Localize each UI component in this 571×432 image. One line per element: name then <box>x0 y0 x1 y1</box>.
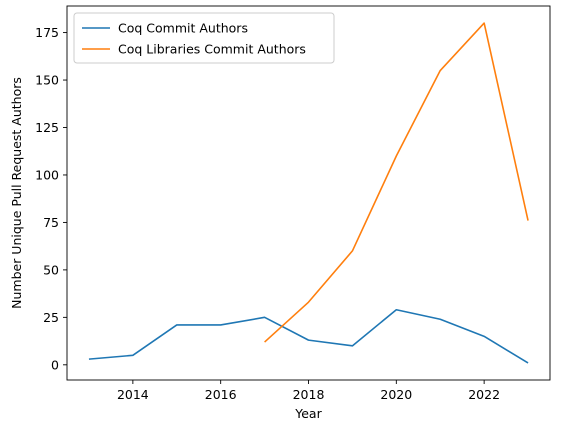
legend: Coq Commit Authors Coq Libraries Commit … <box>73 12 335 64</box>
series-line-1 <box>264 22 529 343</box>
y-tick-label: 0 <box>51 357 59 372</box>
y-tick-label: 75 <box>43 215 59 230</box>
plot-frame <box>66 5 551 381</box>
y-tick-label: 50 <box>43 262 59 277</box>
x-tick-label: 2018 <box>293 387 325 402</box>
x-axis-label: Year <box>294 406 322 421</box>
x-tick-label: 2016 <box>205 387 237 402</box>
y-axis-ticks: 0 25 50 75 100 125 150 175 <box>35 25 67 372</box>
y-tick-label: 175 <box>35 25 59 40</box>
plot-area <box>67 6 550 380</box>
plot-background <box>67 6 550 380</box>
x-axis-ticks: 2014 2016 2018 2020 2022 <box>117 380 500 402</box>
x-tick-label: 2022 <box>468 387 500 402</box>
y-tick-label: 100 <box>35 167 59 182</box>
legend-label-coq: Coq Commit Authors <box>118 21 248 36</box>
series-line-0 <box>88 308 529 364</box>
y-tick-label: 150 <box>35 73 59 88</box>
series-lines <box>88 22 529 364</box>
x-tick-label: 2014 <box>117 387 149 402</box>
legend-frame <box>73 12 335 64</box>
y-tick-label: 125 <box>35 120 59 135</box>
x-tick-label: 2020 <box>380 387 412 402</box>
legend-label-coq-libraries: Coq Libraries Commit Authors <box>118 42 306 57</box>
y-axis-label: Number Unique Pull Request Authors <box>9 77 24 309</box>
y-tick-label: 25 <box>43 310 59 325</box>
